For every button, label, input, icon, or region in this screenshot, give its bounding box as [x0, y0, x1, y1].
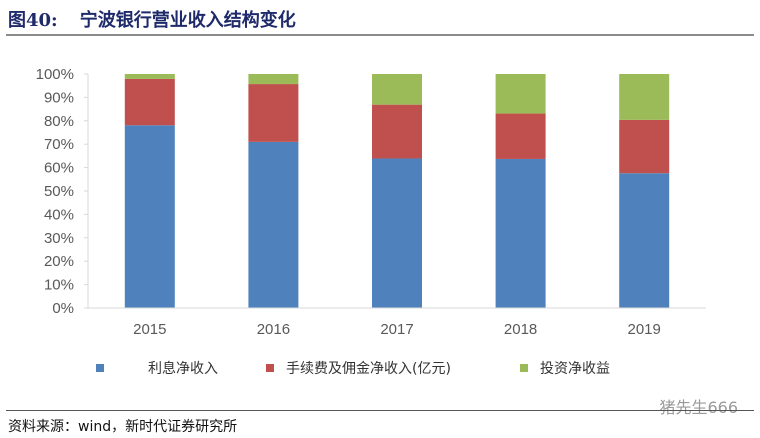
legend-item-interest: 利息净收入	[96, 358, 218, 378]
x-tick-label: 2015	[133, 321, 166, 338]
figure-title-text: 宁波银行营业收入结构变化	[79, 10, 296, 31]
bar-segment	[248, 141, 299, 308]
bar-segment	[124, 78, 175, 126]
legend: 利息净收入 手续费及佣金净收入(亿元) 投资净收益	[0, 358, 760, 378]
bar-segment	[124, 74, 175, 79]
legend-label: 手续费及佣金净收入(亿元)	[286, 361, 451, 377]
y-tick-label: 50%	[44, 183, 74, 200]
bar-segment	[495, 158, 546, 308]
x-tick-label: 2017	[380, 321, 413, 338]
bar-segment	[495, 74, 546, 114]
x-tick-label: 2018	[504, 321, 537, 338]
legend-label: 利息净收入	[148, 361, 218, 377]
y-tick-label: 10%	[44, 277, 74, 294]
stacked-bar-chart: 0% 10% 20% 30% 40% 50% 60% 70% 80% 90% 100% 2015 201…	[36, 66, 706, 338]
bar-segment	[124, 125, 175, 308]
legend-item-fee: 手续费及佣金净收入(亿元)	[266, 358, 451, 378]
y-tick-label: 90%	[44, 89, 74, 106]
y-tick-label: 80%	[44, 113, 74, 130]
source-note: 资料来源：wind，新时代证券研究所	[8, 419, 238, 435]
legend-swatch	[96, 364, 104, 372]
bar-segment	[248, 84, 299, 142]
bar-segment	[372, 74, 422, 105]
x-tick-label: 2019	[628, 321, 661, 338]
footer-divider	[6, 410, 754, 411]
figure-number: 图40:	[8, 10, 58, 31]
legend-swatch	[266, 364, 274, 372]
bar-segment	[619, 74, 670, 120]
y-tick-label: 20%	[44, 253, 74, 270]
y-tick-label: 60%	[44, 160, 74, 177]
y-tick-label: 0%	[52, 300, 74, 317]
y-tick-label: 40%	[44, 206, 74, 223]
bar-segment	[619, 119, 670, 174]
bar-segment	[495, 113, 546, 159]
bar-segment	[248, 74, 299, 85]
y-tick-label: 100%	[36, 66, 74, 83]
watermark: 猪先生666	[659, 398, 738, 417]
legend-swatch	[520, 364, 528, 372]
bar-segment	[619, 173, 670, 308]
legend-item-investment: 投资净收益	[520, 358, 610, 378]
y-tick-label: 30%	[44, 230, 74, 247]
legend-label: 投资净收益	[540, 361, 610, 377]
figure-title: 图40: 宁波银行营业收入结构变化	[8, 6, 296, 32]
x-tick-label: 2016	[257, 321, 290, 338]
bar-segment	[372, 158, 422, 308]
bar-segment	[372, 104, 422, 159]
title-divider	[6, 34, 754, 36]
y-tick-label: 70%	[44, 136, 74, 153]
